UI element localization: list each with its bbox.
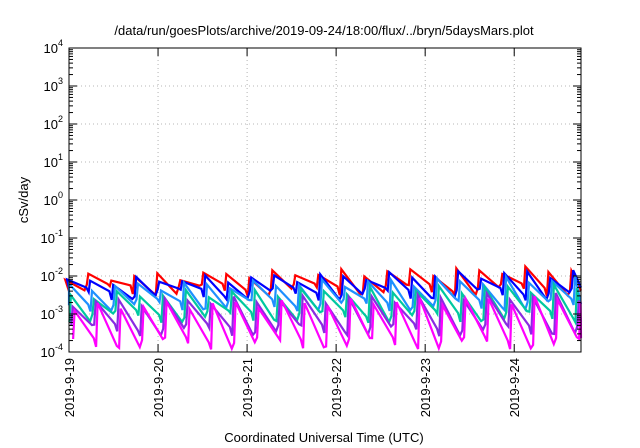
y-tick-exponent: 2 [58,114,63,124]
y-tick-exponent: -2 [55,266,63,276]
series-line-5 [70,289,583,339]
y-tick-label: 10-2 [41,266,63,284]
series-line-2 [65,268,583,303]
x-axis: 2019-9-19 2019-9-20 2019-9-21 2019-9-22 2019… [62,48,522,417]
series-line-3 [67,273,583,313]
y-tick-exponent: -3 [55,304,63,314]
x-axis-label: Coordinated Universal Time (UTC) [224,430,423,445]
series-line-6 [72,294,583,352]
y-tick-label: 102 [44,114,63,132]
y-tick-label: 104 [44,38,63,56]
x-tick-label: 2019-9-22 [329,358,344,417]
y-tick-label: 103 [44,76,63,94]
y-tick-label: 10-4 [41,342,63,360]
y-axis-label: cSv/day [16,176,31,223]
y-tick-exponent: 4 [58,38,63,48]
y-tick-exponent: -4 [55,342,63,352]
x-tick-label: 2019-9-19 [62,358,77,417]
y-tick-label: 10-3 [41,304,63,322]
series-line-4 [68,280,583,327]
y-tick-exponent: 0 [58,190,63,200]
y-tick-label: 10-1 [41,228,63,246]
x-tick-label: 2019-9-23 [418,358,433,417]
series-group [63,263,583,352]
x-tick-label: 2019-9-24 [507,358,522,417]
y-tick-exponent: 3 [58,76,63,86]
x-tick-label: 2019-9-20 [151,358,166,417]
y-tick-exponent: -1 [55,228,63,238]
x-tick-label: 2019-9-21 [240,358,255,417]
y-tick-label: 100 [44,190,63,208]
y-tick-exponent: 1 [58,152,63,162]
chart-title: /data/run/goesPlots/archive/2019-09-24/1… [114,23,534,38]
y-tick-label: 101 [44,152,63,170]
